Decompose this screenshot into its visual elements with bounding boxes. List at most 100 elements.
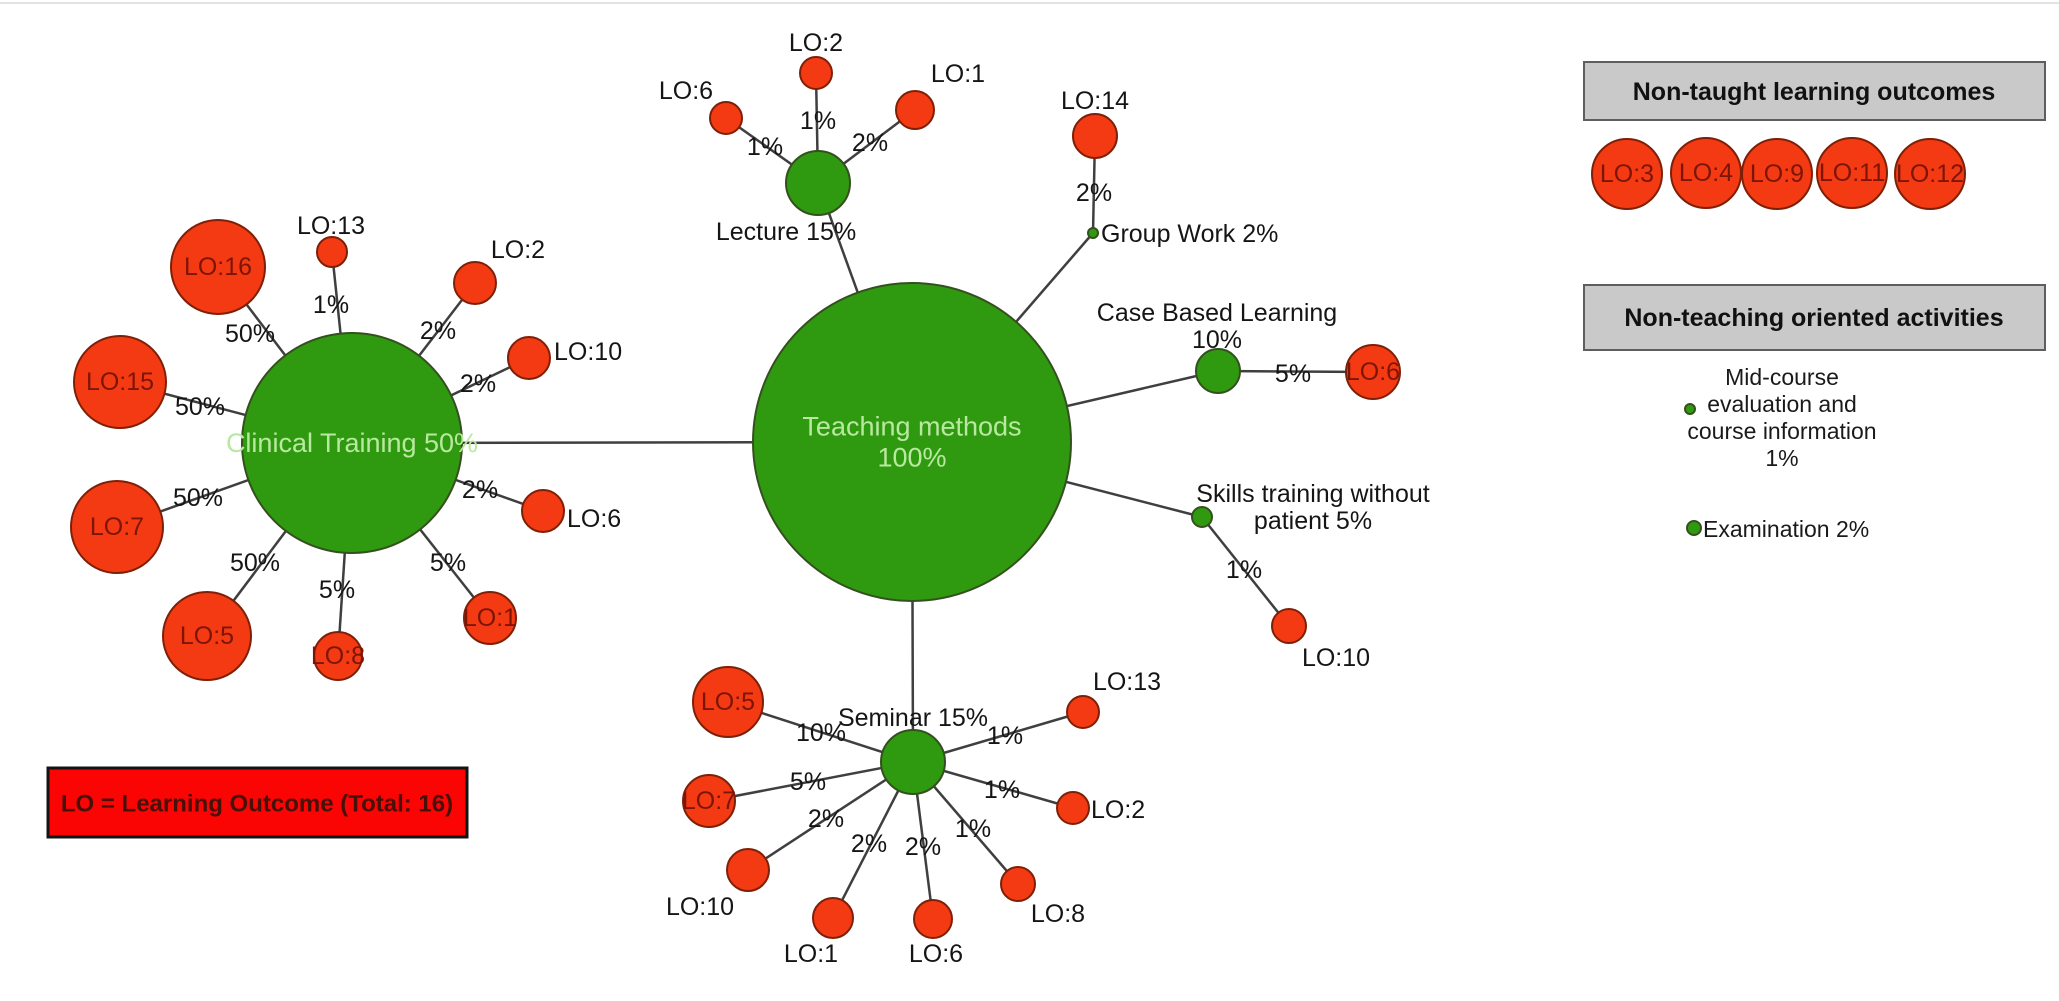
edge-label-clinical-c10: 2% bbox=[460, 370, 496, 398]
node-label-s10: LO:10 bbox=[1302, 644, 1370, 672]
edge-label-clinical-c13: 1% bbox=[313, 291, 349, 319]
node-label-l1: LO:1 bbox=[931, 60, 985, 88]
non-taught-header-box bbox=[1583, 61, 2046, 121]
node-label-cbl: Case Based Learning bbox=[1097, 299, 1337, 327]
node-label-se5: LO:5 bbox=[701, 688, 755, 716]
outcome-node-se2 bbox=[1056, 791, 1090, 825]
edge-label-clinical-c7: 50% bbox=[173, 484, 223, 512]
node-label-c1: LO:1 bbox=[463, 604, 517, 632]
outcome-node-r11 bbox=[1816, 137, 1888, 209]
node-label-se2: LO:2 bbox=[1091, 796, 1145, 824]
node-label-l2: LO:2 bbox=[789, 29, 843, 57]
node-label-c5: LO:5 bbox=[180, 622, 234, 650]
edge-label-seminar-se8: 1% bbox=[955, 815, 991, 843]
node-label-c16: LO:16 bbox=[184, 253, 252, 281]
outcome-node-r3 bbox=[1591, 138, 1663, 210]
outcome-node-se1 bbox=[812, 897, 854, 939]
node-label-r4: LO:4 bbox=[1679, 159, 1733, 187]
outcome-node-c1 bbox=[463, 591, 517, 645]
node-label-cbl: 10% bbox=[1192, 326, 1242, 354]
node-label-c15: LO:15 bbox=[86, 368, 154, 396]
outcome-node-c16 bbox=[170, 219, 266, 315]
examination-label: Examination 2% bbox=[1703, 516, 1869, 542]
edge-label-clinical-c1: 5% bbox=[430, 549, 466, 577]
edge-label-cbl-cb6: 5% bbox=[1275, 360, 1311, 388]
node-label-g14: LO:14 bbox=[1061, 87, 1129, 115]
side-panel-layer: Non-taught learning outcomes Non-teaching… bbox=[1583, 61, 2046, 542]
outcome-node-c2 bbox=[453, 261, 497, 305]
outcome-node-c13 bbox=[316, 236, 348, 268]
node-label-r3: LO:3 bbox=[1600, 160, 1654, 188]
node-label-c7: LO:7 bbox=[90, 513, 144, 541]
legend-layer: LO = Learning Outcome (Total: 16) bbox=[46, 766, 469, 839]
edge-label-lecture-l1: 2% bbox=[852, 129, 888, 157]
edge-label-skills-s10: 1% bbox=[1226, 556, 1262, 584]
node-label-skills: Skills training without bbox=[1196, 480, 1429, 508]
edge-label-clinical-c15: 50% bbox=[175, 393, 225, 421]
node-label-lecture: Lecture 15% bbox=[716, 218, 856, 246]
edge-label-seminar-se2: 1% bbox=[984, 776, 1020, 804]
nodes-layer bbox=[70, 56, 1966, 939]
outcome-node-cb6 bbox=[1345, 344, 1401, 400]
node-label-teaching: 100% bbox=[877, 443, 946, 473]
outcome-node-se8 bbox=[1000, 866, 1036, 902]
outcome-node-c5 bbox=[162, 591, 252, 681]
node-label-c10: LO:10 bbox=[554, 338, 622, 366]
outcome-node-s10 bbox=[1271, 608, 1307, 644]
outcome-node-se6 bbox=[913, 899, 953, 939]
node-label-c8: LO:8 bbox=[311, 642, 365, 670]
method-node-seminar bbox=[880, 729, 946, 795]
node-label-seminar: Seminar 15% bbox=[838, 704, 988, 732]
node-label-skills: patient 5% bbox=[1254, 507, 1372, 535]
method-node-lecture bbox=[785, 150, 851, 216]
node-label-c13: LO:13 bbox=[297, 212, 365, 240]
edge-label-clinical-c6: 2% bbox=[462, 476, 498, 504]
non-taught-header-title: Non-taught learning outcomes bbox=[1633, 78, 1996, 106]
non-teaching-header-title: Non-teaching oriented activities bbox=[1624, 304, 2003, 332]
method-node-groupwork bbox=[1087, 227, 1099, 239]
edge-label-clinical-c5: 50% bbox=[230, 549, 280, 577]
node-label-groupwork: Group Work 2% bbox=[1101, 220, 1278, 248]
midcourse-label: 1% bbox=[1765, 445, 1798, 471]
midcourse-label: evaluation and bbox=[1707, 391, 1857, 417]
outcome-node-c6 bbox=[521, 489, 565, 533]
node-label-se6: LO:6 bbox=[909, 940, 963, 968]
outcome-node-se7 bbox=[682, 774, 736, 828]
edge-label-lecture-l6: 1% bbox=[747, 133, 783, 161]
node-label-l6: LO:6 bbox=[659, 77, 713, 105]
node-label-r12: LO:12 bbox=[1896, 160, 1964, 188]
method-node-cbl bbox=[1195, 348, 1241, 394]
legend-text: LO = Learning Outcome (Total: 16) bbox=[61, 791, 453, 818]
node-label-se10: LO:10 bbox=[666, 893, 734, 921]
outcome-node-r4 bbox=[1670, 137, 1742, 209]
outcome-node-l6 bbox=[709, 101, 743, 135]
edge-label-clinical-c2: 2% bbox=[420, 317, 456, 345]
outcome-node-se5 bbox=[692, 666, 764, 738]
node-label-se13: LO:13 bbox=[1093, 668, 1161, 696]
midcourse-dot bbox=[1684, 403, 1696, 415]
method-node-clinical bbox=[241, 332, 463, 554]
outcome-node-g14 bbox=[1072, 113, 1118, 159]
method-node-teaching bbox=[752, 282, 1072, 602]
edge-label-seminar-se13: 1% bbox=[987, 722, 1023, 750]
examination-dot bbox=[1686, 520, 1702, 536]
outcome-node-r9 bbox=[1741, 138, 1813, 210]
node-label-r9: LO:9 bbox=[1750, 160, 1804, 188]
node-label-r11: LO:11 bbox=[1819, 159, 1885, 187]
node-label-se8: LO:8 bbox=[1031, 900, 1085, 928]
outcome-node-r12 bbox=[1894, 138, 1966, 210]
non-teaching-header-box bbox=[1583, 284, 2046, 351]
outcome-node-se10 bbox=[726, 848, 770, 892]
outcome-node-c15 bbox=[73, 335, 167, 429]
node-label-clinical: Clinical Training 50% bbox=[226, 428, 478, 458]
node-label-c2: LO:2 bbox=[491, 236, 545, 264]
edge-label-seminar-se7: 5% bbox=[790, 768, 826, 796]
node-label-se7: LO:7 bbox=[682, 787, 736, 815]
edge-skills-s10 bbox=[1201, 516, 1290, 627]
edge-label-lecture-l2: 1% bbox=[800, 107, 836, 135]
edge-label-seminar-se6: 2% bbox=[905, 833, 941, 861]
outcome-node-c10 bbox=[507, 336, 551, 380]
outcome-node-c8 bbox=[313, 631, 363, 681]
